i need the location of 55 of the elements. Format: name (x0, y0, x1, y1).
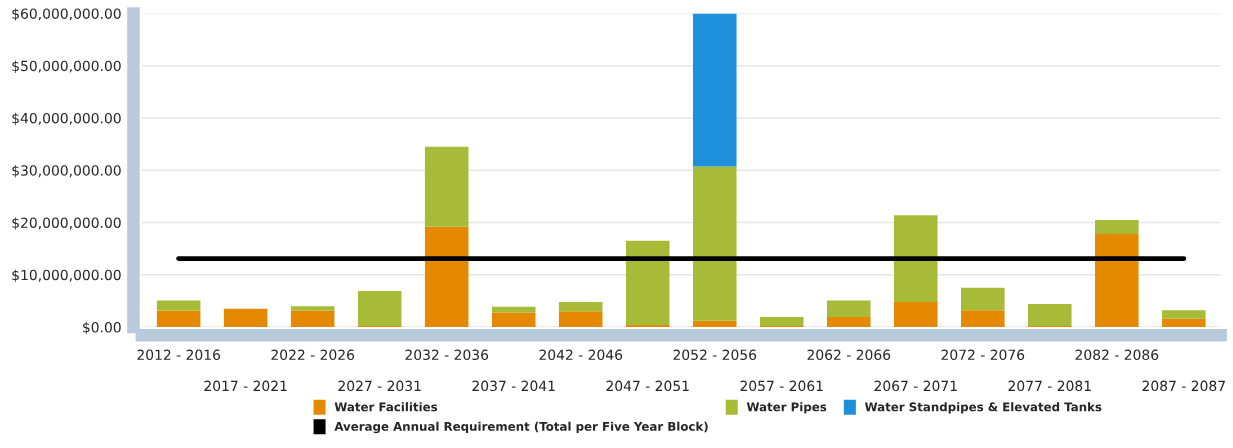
bar (290, 306, 335, 311)
x-tick-label: 2082 - 2086 (1075, 349, 1159, 361)
bar (156, 300, 201, 311)
bar (692, 13, 737, 167)
bar (156, 310, 201, 328)
bar (491, 312, 536, 328)
x-tick-label: 2032 - 2036 (405, 349, 489, 361)
x-tick-label: 2052 - 2056 (673, 349, 757, 361)
bar (558, 311, 603, 328)
bar (424, 226, 469, 328)
bar (1162, 318, 1206, 328)
legend-label: Water Standpipes & Elevated Tanks (864, 402, 1102, 414)
bar (692, 166, 737, 321)
x-tick-label: 2077 - 2081 (1008, 380, 1091, 392)
y-tick-label: $10,000,000.00 (12, 269, 121, 283)
bar (625, 240, 670, 325)
x-tick-label: 2067 - 2071 (874, 380, 957, 392)
x-tick-label: 2027 - 2031 (338, 380, 421, 392)
bar (961, 287, 1005, 311)
x-tick-label: 2037 - 2041 (472, 380, 555, 392)
bar (625, 324, 670, 328)
x-tick-label: 2047 - 2051 (606, 380, 689, 392)
bar (223, 308, 268, 328)
x-tick-label: 2012 - 2016 (137, 349, 221, 361)
y-tick-label: $50,000,000.00 (12, 60, 121, 74)
y-tick-label: $60,000,000.00 (12, 8, 121, 21)
x-tick-label: 2022 - 2026 (271, 349, 355, 361)
legend-label: Average Annual Requirement (Total per Five Year Block) (334, 421, 708, 434)
x-tick-label: 2042 - 2046 (539, 349, 623, 361)
bar (893, 301, 938, 328)
y-tick-label: $20,000,000.00 (12, 217, 121, 230)
y-tick-label: $0.00 (83, 321, 121, 335)
x-tick-label: 2072 - 2076 (941, 349, 1025, 361)
bar (826, 317, 871, 328)
bar (558, 301, 603, 312)
bar (1162, 310, 1206, 319)
legend-label: Water Facilities (334, 402, 438, 412)
bar (692, 320, 737, 328)
legend-label: Water Pipes (746, 402, 827, 414)
y-tick-label: $30,000,000.00 (12, 164, 121, 178)
bar (759, 317, 804, 326)
bar (424, 146, 469, 227)
x-tick-label: 2062 - 2066 (807, 349, 891, 361)
bar (961, 310, 1005, 328)
bar (826, 300, 871, 318)
y-tick-label: $40,000,000.00 (12, 112, 121, 126)
bar (1095, 234, 1139, 328)
x-tick-label: 2017 - 2021 (204, 380, 287, 392)
bar (1028, 304, 1072, 326)
bar (357, 290, 402, 326)
bar (1095, 219, 1139, 235)
x-tick-label: 2087 - 2087 (1142, 380, 1225, 392)
x-tick-label: 2057 - 2061 (740, 380, 823, 392)
bar (290, 310, 335, 328)
bar (893, 215, 938, 302)
